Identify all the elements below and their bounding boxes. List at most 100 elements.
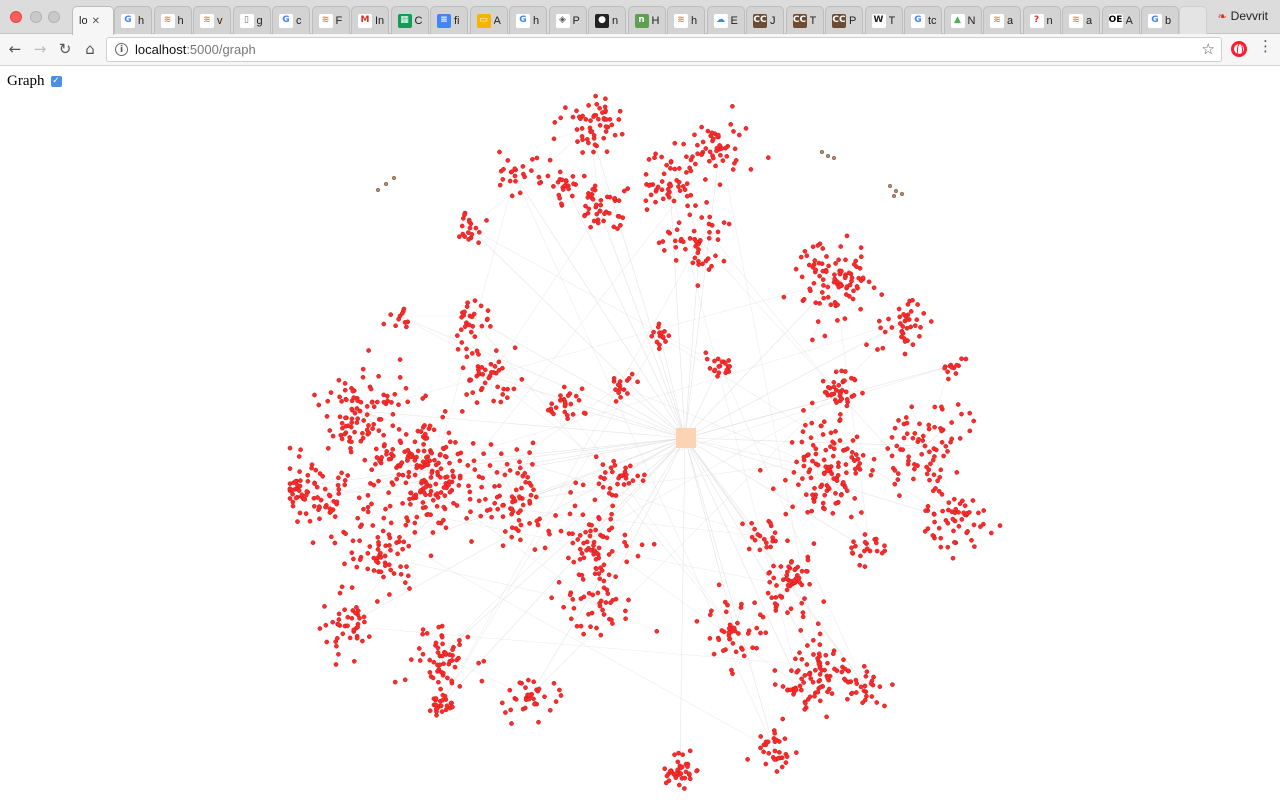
graph-node[interactable] xyxy=(518,537,523,543)
graph-node[interactable] xyxy=(912,431,918,436)
graph-node[interactable] xyxy=(800,429,806,434)
graph-node[interactable] xyxy=(497,149,502,155)
graph-node[interactable] xyxy=(483,496,488,502)
graph-node[interactable] xyxy=(808,676,814,681)
graph-node[interactable] xyxy=(860,390,865,396)
graph-node[interactable] xyxy=(403,522,409,528)
graph-node[interactable] xyxy=(692,255,698,261)
graph-node[interactable] xyxy=(729,667,734,673)
graph-node[interactable] xyxy=(434,503,440,509)
graph-node[interactable] xyxy=(803,422,808,428)
graph-node[interactable] xyxy=(830,453,836,459)
browser-tab[interactable]: ◈ P xyxy=(548,6,587,34)
graph-node[interactable] xyxy=(582,213,587,219)
graph-node[interactable] xyxy=(396,472,402,477)
graph-node[interactable] xyxy=(435,469,440,475)
graph-node[interactable] xyxy=(825,689,830,695)
graph-node[interactable] xyxy=(899,329,905,335)
graph-node[interactable] xyxy=(358,438,364,444)
graph-node[interactable] xyxy=(851,376,857,382)
graph-node[interactable] xyxy=(349,585,355,590)
graph-node[interactable] xyxy=(479,385,485,391)
graph-node[interactable] xyxy=(951,528,956,534)
graph-node[interactable] xyxy=(500,514,506,519)
graph-node[interactable] xyxy=(504,461,510,467)
graph-node[interactable] xyxy=(339,470,344,476)
graph-node[interactable] xyxy=(387,503,393,509)
graph-node[interactable] xyxy=(609,122,615,128)
graph-node[interactable] xyxy=(570,531,575,537)
graph-node[interactable] xyxy=(672,752,677,758)
graph-node[interactable] xyxy=(449,678,455,684)
graph-node[interactable] xyxy=(545,173,551,179)
graph-node[interactable] xyxy=(768,544,773,550)
graph-node[interactable] xyxy=(745,631,751,636)
graph-node[interactable] xyxy=(557,687,562,693)
graph-node[interactable] xyxy=(462,234,468,239)
graph-node[interactable] xyxy=(715,356,721,362)
graph-node[interactable] xyxy=(488,361,494,367)
graph-node[interactable] xyxy=(727,364,733,369)
graph-node[interactable] xyxy=(822,333,828,339)
graph-node[interactable] xyxy=(436,460,441,466)
graph-node[interactable] xyxy=(592,497,598,503)
graph-node[interactable] xyxy=(500,392,506,397)
graph-node[interactable] xyxy=(556,579,562,585)
graph-node[interactable] xyxy=(926,426,932,432)
graph-node[interactable] xyxy=(449,700,454,706)
graph-node[interactable] xyxy=(347,435,353,440)
graph-node[interactable] xyxy=(420,396,426,401)
graph-node[interactable] xyxy=(601,218,606,224)
graph-node[interactable] xyxy=(833,501,839,506)
graph-node[interactable] xyxy=(353,610,358,616)
graph-node[interactable] xyxy=(789,440,795,445)
graph-node[interactable] xyxy=(380,528,386,534)
graph-node[interactable] xyxy=(802,248,808,254)
graph-node[interactable] xyxy=(565,393,571,398)
graph-node[interactable] xyxy=(402,580,408,585)
graph-node[interactable] xyxy=(573,480,579,486)
graph-node[interactable] xyxy=(604,149,610,155)
graph-node[interactable] xyxy=(802,673,808,678)
graph-node[interactable] xyxy=(375,187,381,193)
graph-node[interactable] xyxy=(643,172,649,177)
graph-node[interactable] xyxy=(667,768,673,774)
graph-node[interactable] xyxy=(526,696,532,702)
graph-node[interactable] xyxy=(414,454,419,460)
graph-node[interactable] xyxy=(916,436,921,442)
graph-node[interactable] xyxy=(746,546,752,552)
graph-node[interactable] xyxy=(339,399,344,404)
graph-node[interactable] xyxy=(596,545,602,551)
graph-node[interactable] xyxy=(955,402,961,407)
graph-node[interactable] xyxy=(361,506,366,512)
graph-node[interactable] xyxy=(435,491,440,496)
graph-node[interactable] xyxy=(749,520,754,526)
graph-node[interactable] xyxy=(579,134,585,139)
graph-node[interactable] xyxy=(842,378,847,384)
graph-node[interactable] xyxy=(802,596,807,601)
graph-node[interactable] xyxy=(297,483,303,489)
graph-node[interactable] xyxy=(967,428,973,434)
graph-node[interactable] xyxy=(853,452,859,457)
graph-node[interactable] xyxy=(494,494,500,500)
graph-node[interactable] xyxy=(581,410,587,416)
graph-node[interactable] xyxy=(440,692,446,698)
graph-node[interactable] xyxy=(853,258,859,264)
graph-node[interactable] xyxy=(606,552,612,557)
graph-node[interactable] xyxy=(730,167,736,172)
graph-node[interactable] xyxy=(709,263,714,269)
graph-node[interactable] xyxy=(853,690,859,695)
graph-node[interactable] xyxy=(420,631,425,637)
graph-node[interactable] xyxy=(646,157,652,162)
graph-node[interactable] xyxy=(345,614,351,620)
graph-node[interactable] xyxy=(371,568,377,573)
graph-node[interactable] xyxy=(823,447,829,453)
graph-node[interactable] xyxy=(438,703,444,709)
graph-node[interactable] xyxy=(457,684,463,689)
graph-node[interactable] xyxy=(376,428,382,433)
graph-node[interactable] xyxy=(419,478,425,484)
graph-node[interactable] xyxy=(517,190,523,196)
graph-node[interactable] xyxy=(447,439,453,445)
graph-node[interactable] xyxy=(481,451,486,457)
graph-node[interactable] xyxy=(382,563,388,569)
